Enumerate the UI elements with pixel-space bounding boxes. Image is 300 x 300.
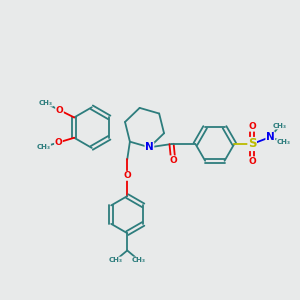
Text: O: O <box>248 157 256 166</box>
Text: O: O <box>123 171 131 180</box>
Text: O: O <box>56 106 63 115</box>
Text: CH₃: CH₃ <box>39 100 52 106</box>
Text: N: N <box>145 142 154 152</box>
Text: CH₃: CH₃ <box>272 123 286 129</box>
Text: CH₃: CH₃ <box>277 139 291 145</box>
Text: O: O <box>248 122 256 131</box>
Text: N: N <box>266 132 275 142</box>
Text: O: O <box>55 138 62 147</box>
Text: CH₃: CH₃ <box>132 257 146 263</box>
Text: O: O <box>169 156 177 165</box>
Text: CH₃: CH₃ <box>109 257 123 263</box>
Text: CH₃: CH₃ <box>37 144 51 150</box>
Text: S: S <box>248 137 256 151</box>
